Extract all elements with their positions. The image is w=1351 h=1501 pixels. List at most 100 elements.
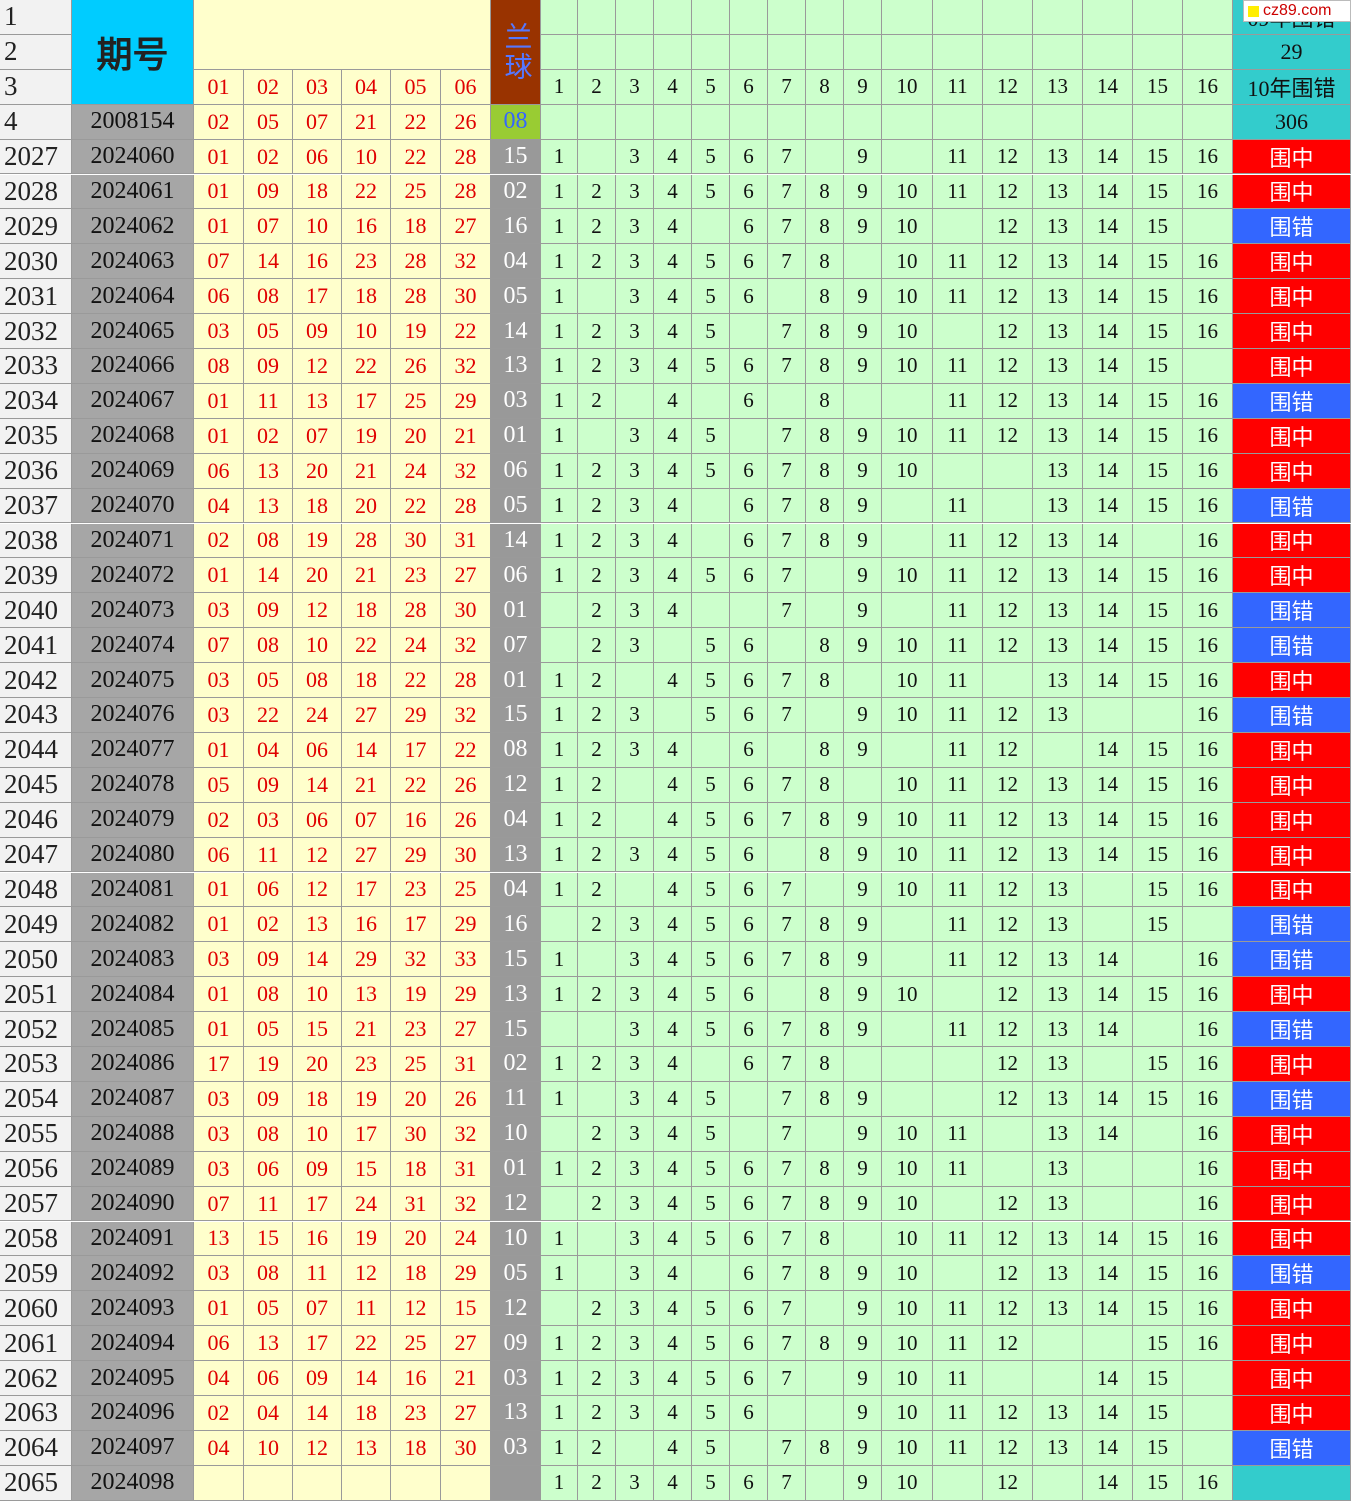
row-number: 2034: [0, 383, 72, 419]
number-cell: 4: [654, 453, 692, 489]
number-cell: 13: [1033, 628, 1083, 664]
red-ball: 14: [293, 767, 342, 803]
number-cell: 3: [616, 1047, 654, 1082]
number-cell: 16: [1183, 453, 1233, 489]
number-cell: 3: [616, 314, 654, 349]
number-cell: 3: [616, 244, 654, 280]
blue-ball: 12: [491, 1291, 541, 1327]
number-column-header: 7: [768, 69, 806, 105]
number-cell: 3: [616, 139, 654, 175]
number-cell: 7: [768, 1221, 806, 1257]
period: 2024080: [72, 837, 194, 873]
red-ball: 05: [244, 314, 293, 349]
number-cell: 5: [692, 349, 730, 384]
period: 2024066: [72, 349, 194, 384]
number-cell: [692, 523, 730, 559]
number-cell: 6: [730, 872, 768, 908]
number-cell: 1: [541, 1465, 578, 1501]
watermark: cz89.com: [1243, 0, 1351, 22]
number-cell: 12: [983, 698, 1033, 733]
number-cell: 12: [983, 732, 1033, 768]
blue-ball: 05: [491, 1256, 541, 1292]
number-cell: [654, 628, 692, 664]
number-cell: 11: [933, 1116, 983, 1152]
red-ball: 30: [391, 1116, 441, 1152]
number-cell: 16: [1183, 174, 1233, 210]
red-ball: 03: [194, 698, 244, 733]
blue-ball: 11: [491, 1081, 541, 1117]
number-cell: 13: [1033, 942, 1083, 978]
number-cell: 14: [1083, 314, 1133, 349]
number-cell: 12: [983, 1186, 1033, 1222]
red-ball: 15: [441, 1291, 491, 1327]
number-cell: 2: [578, 523, 616, 559]
blue-ball: 12: [491, 767, 541, 803]
period: 2024096: [72, 1396, 194, 1431]
red-ball: 01: [194, 1012, 244, 1047]
number-cell: 13: [1033, 244, 1083, 280]
number-cell: 16: [1183, 523, 1233, 559]
period: 2024076: [72, 698, 194, 733]
number-cell: [1033, 1465, 1083, 1501]
number-cell: 10: [882, 453, 933, 489]
number-cell: [541, 1291, 578, 1327]
number-cell: 12: [983, 907, 1033, 943]
number-cell: 16: [1183, 279, 1233, 315]
number-header-blank: [578, 34, 616, 70]
number-cell: 10: [882, 1396, 933, 1431]
red-ball: 29: [441, 907, 491, 943]
number-cell: 2: [578, 558, 616, 594]
red-ball: 31: [441, 523, 491, 559]
number-cell: 6: [730, 942, 768, 978]
period: 2024073: [72, 593, 194, 629]
number-cell: [844, 383, 882, 419]
red-ball: 23: [391, 558, 441, 594]
number-column-header: 2: [578, 69, 616, 105]
number-cell: 13: [1033, 523, 1083, 559]
red-ball: 20: [342, 488, 391, 524]
number-cell: 16: [1183, 593, 1233, 629]
number-cell: 9: [844, 418, 882, 454]
blue-ball: 06: [491, 453, 541, 489]
number-cell: 13: [1033, 139, 1083, 175]
number-cell: 2: [578, 732, 616, 768]
result: 围中: [1233, 767, 1351, 803]
number-header-blank: [1183, 0, 1233, 35]
number-cell: 13: [1033, 698, 1083, 733]
blue-ball: 02: [491, 1047, 541, 1082]
number-column-header: 13: [1033, 69, 1083, 105]
number-cell: 8: [806, 907, 844, 943]
red-ball: 04: [194, 1361, 244, 1396]
number-cell: 4: [654, 1151, 692, 1187]
number-cell: 16: [1183, 663, 1233, 698]
number-cell: 14: [1083, 1081, 1133, 1117]
number-cell: 10: [882, 628, 933, 664]
number-cell: 9: [844, 1396, 882, 1431]
red-ball: 32: [441, 349, 491, 384]
number-cell: 14: [1083, 174, 1133, 210]
number-cell: [844, 767, 882, 803]
number-cell: 9: [844, 1256, 882, 1292]
result: 围中: [1233, 837, 1351, 873]
red-ball: 32: [441, 453, 491, 489]
number-cell: 3: [616, 1361, 654, 1396]
result: 围错: [1233, 942, 1351, 978]
number-header-blank: [933, 0, 983, 35]
number-cell: 1: [541, 942, 578, 978]
number-cell: 12: [983, 1326, 1033, 1362]
number-cell: 15: [1133, 1430, 1183, 1466]
number-cell: 4: [654, 209, 692, 245]
number-cell: 3: [616, 453, 654, 489]
result: 围错: [1233, 1012, 1351, 1047]
number-cell: 3: [616, 174, 654, 210]
number-cell: 6: [730, 174, 768, 210]
number-cell: 10: [882, 1326, 933, 1362]
red-ball: 31: [441, 1151, 491, 1187]
number-cell: 11: [933, 732, 983, 768]
number-cell: 12: [983, 767, 1033, 803]
number-cell: 3: [616, 1151, 654, 1187]
red-ball: 23: [391, 1396, 441, 1431]
number-cell: 12: [983, 837, 1033, 873]
blue-ball: 15: [491, 1012, 541, 1047]
